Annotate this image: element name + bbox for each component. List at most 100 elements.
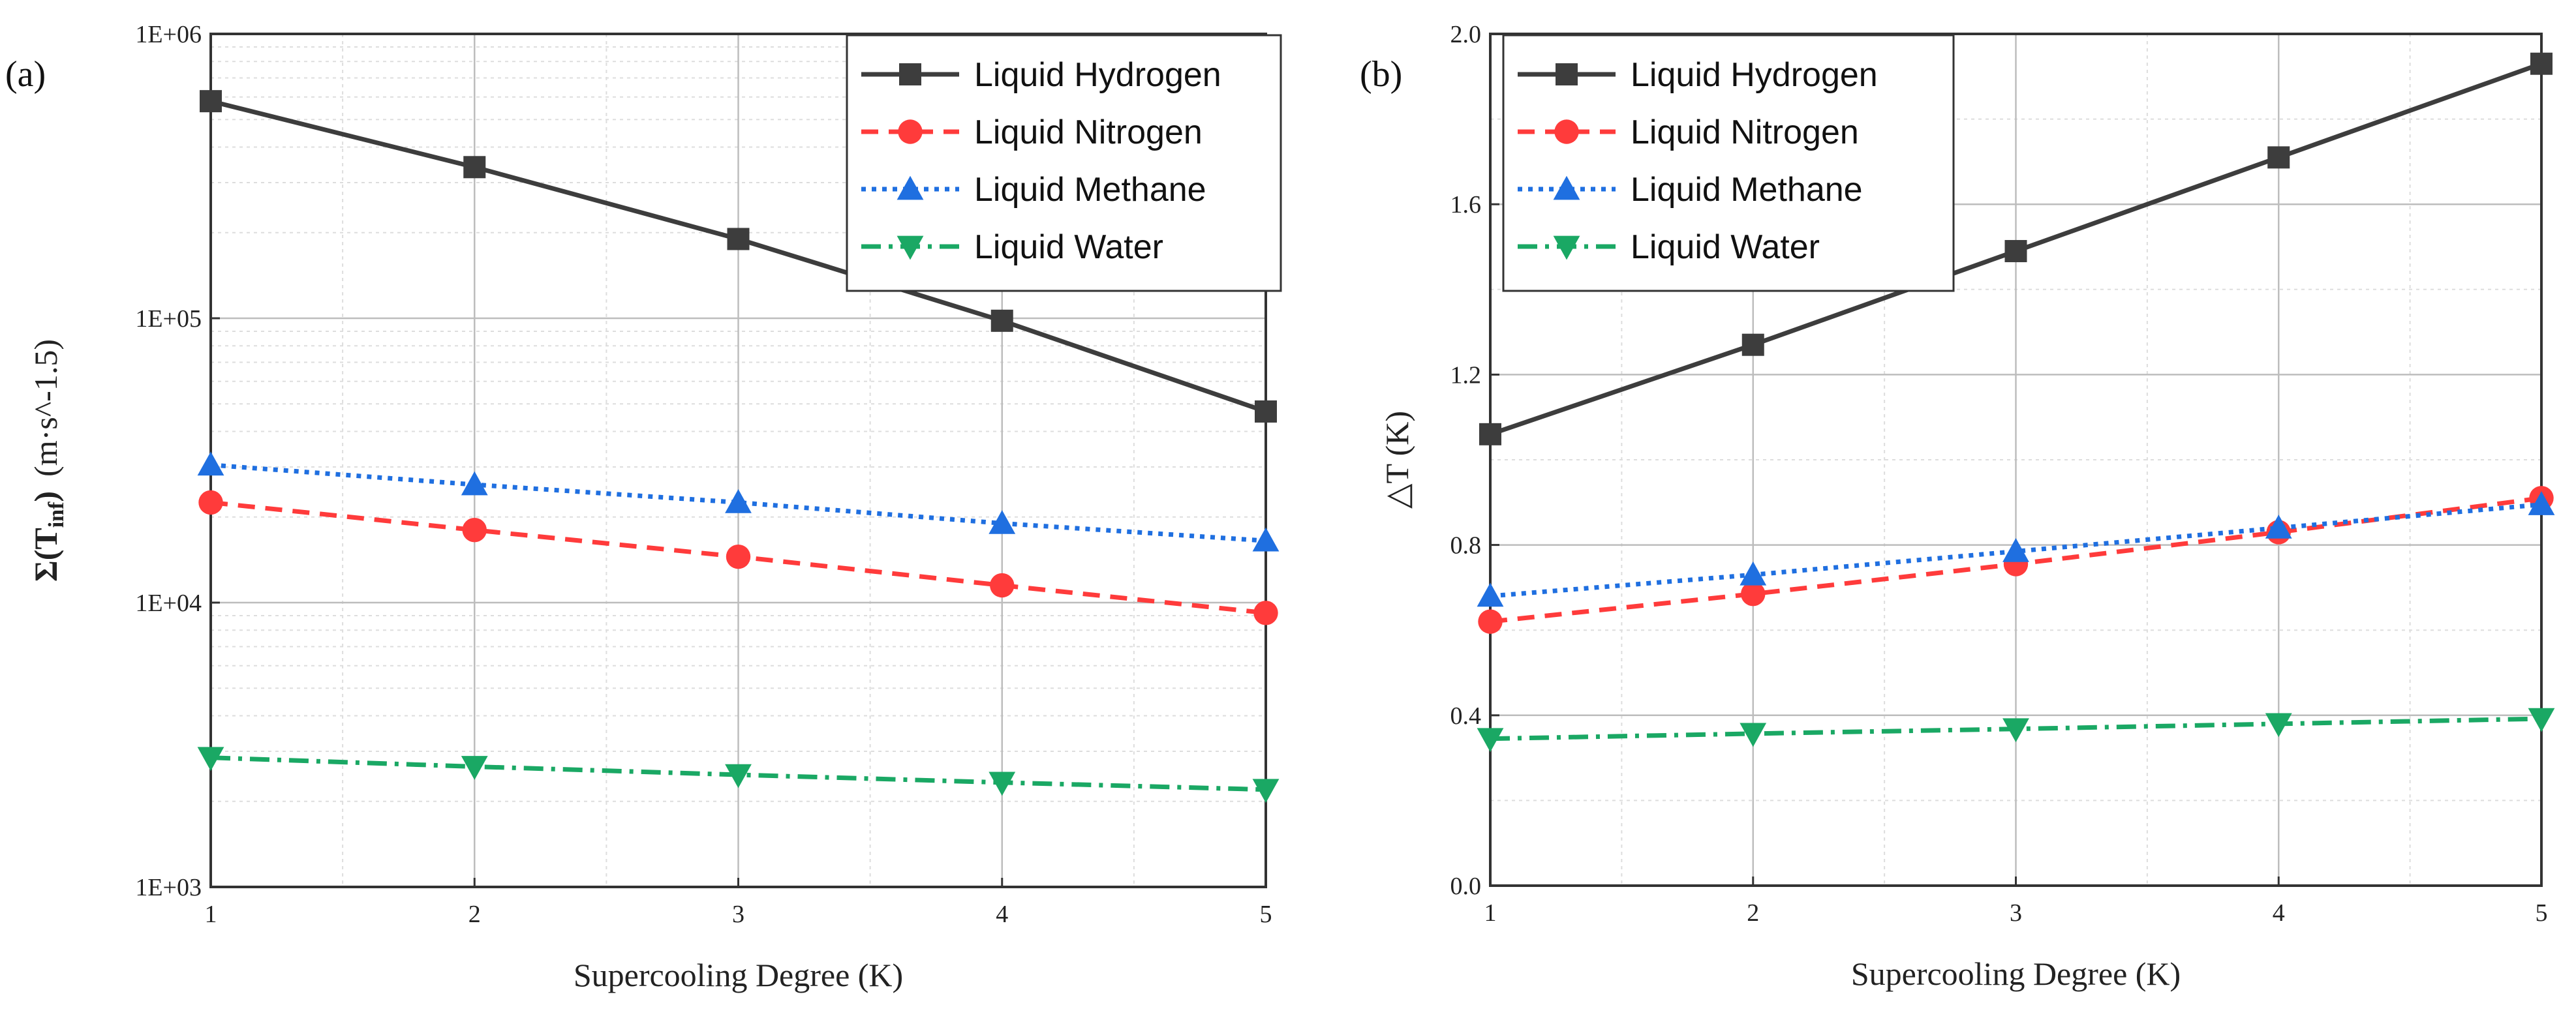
series-liquid-water [1477,708,2555,753]
data-point [989,772,1016,796]
data-point [1252,527,1280,552]
legend-label: Liquid Water [1631,228,1820,266]
legend-swatch-marker [1553,175,1580,200]
legend-label: Liquid Methane [1631,171,1863,209]
y-tick-label: 0.4 [1450,702,1482,730]
y-tick-label: 2.0 [1450,21,1482,48]
data-point [2265,515,2292,539]
data-point [2528,491,2555,515]
series-liquid-methane [1477,491,2555,607]
legend-item: Liquid Hydrogen [861,56,1221,94]
legend-item: Liquid Nitrogen [1518,113,1859,151]
legend-item: Liquid Hydrogen [1518,56,1878,94]
series-liquid-methane [197,451,1280,552]
y-tick-label: 1.6 [1450,191,1482,218]
legend-swatch-marker [897,175,924,200]
data-point [2528,708,2555,732]
legend-swatch-marker [897,235,924,260]
x-tick-label: 2 [1747,899,1759,927]
x-tick-label: 3 [2010,899,2022,927]
data-point [461,471,488,496]
legend-item: Liquid Nitrogen [861,113,1203,151]
legend-label: Liquid Methane [974,171,1206,209]
data-point [2004,240,2027,263]
data-point [463,156,486,179]
panel-label: (a) [5,54,46,95]
data-point [2265,713,2292,738]
panel-b: 1 2 3 4 5 0.0 0.4 0.8 1.2 1.6 2.0 Supercooling Degr… [1360,21,2555,992]
data-point [462,518,487,543]
y-tick-label: 0.8 [1450,532,1482,560]
legend-item: Liquid Methane [1518,171,1863,209]
y-tick-label: 1E+05 [135,305,202,333]
minor-grid [211,34,1266,887]
y-tick-label: 1E+06 [135,21,202,48]
data-point [726,544,751,569]
x-tick-label: 4 [2273,899,2285,927]
legend-label: Liquid Nitrogen [1631,113,1859,151]
x-tick-label: 3 [732,901,744,928]
series-line [1490,502,2542,599]
legend-item: Liquid Water [861,228,1163,266]
data-point [989,510,1016,534]
legend-label: Liquid Water [974,228,1163,266]
legend-label: Liquid Hydrogen [974,56,1221,94]
panel-a: 1 2 3 4 5 1E+03 1E+04 1E+05 1E+06 Supercooling De… [5,21,1282,993]
x-tick-label: 2 [468,901,481,928]
x-tick-label: 4 [996,901,1008,928]
y-tick-label: 1E+03 [135,874,202,901]
data-point [1740,723,1767,747]
data-point [2002,537,2029,562]
legend-box [1502,34,1955,292]
data-point [197,747,224,772]
data-point [725,489,752,513]
legend-swatch-marker [898,119,923,144]
legend-swatch-marker [1553,235,1580,260]
legend-item: Liquid Methane [861,171,1206,209]
y-axis-title-close: ) [27,491,64,502]
data-point [2267,146,2290,169]
y-axis-title-main: Σ(T [27,528,64,582]
data-point [1741,581,1766,607]
legend-label: Liquid Nitrogen [974,113,1203,151]
data-point [990,309,1013,332]
y-axis-title: Σ(Tinf) (m·s^-1.5) [27,339,69,582]
data-point [1741,333,1764,356]
x-tick-label: 1 [1484,899,1497,927]
data-point [2530,52,2553,75]
panel-label: (b) [1360,54,1402,95]
data-point [990,573,1015,598]
data-point [197,451,224,476]
x-axis-title: Supercooling Degree (K) [574,957,903,993]
data-point [1253,601,1278,625]
x-tick-label: 1 [205,901,217,928]
y-tick-label: 1.2 [1450,361,1482,389]
data-point [2002,718,2029,743]
legend-swatch-marker [1556,63,1578,85]
data-point [1477,582,1504,607]
data-point [1477,728,1504,753]
y-axis-title: △T (K) [1379,411,1415,509]
legend: Liquid Hydrogen Liquid Nitrogen Liquid Met… [846,34,1282,292]
data-point [461,756,488,780]
data-point [727,228,750,250]
series-liquid-water [197,747,1280,803]
series-liquid-nitrogen [198,490,1278,625]
data-point [1255,400,1277,423]
series-liquid-hydrogen [200,90,1277,423]
y-axis-title-units: (m·s^-1.5) [27,339,64,477]
y-tick-label: 1E+04 [135,590,202,617]
x-tick-label: 5 [2536,899,2548,927]
y-axis-title-sub: inf [44,502,69,528]
data-point [1478,609,1503,634]
series-liquid-hydrogen [1479,52,2553,445]
x-tick-label: 5 [1260,901,1272,928]
data-point [198,490,223,515]
legend-label: Liquid Hydrogen [1631,56,1878,94]
data-point [1479,423,1501,445]
x-axis-title: Supercooling Degree (K) [1851,955,2181,992]
data-point [200,90,222,113]
data-point [1252,779,1280,803]
y-tick-label: 0.0 [1450,873,1482,900]
